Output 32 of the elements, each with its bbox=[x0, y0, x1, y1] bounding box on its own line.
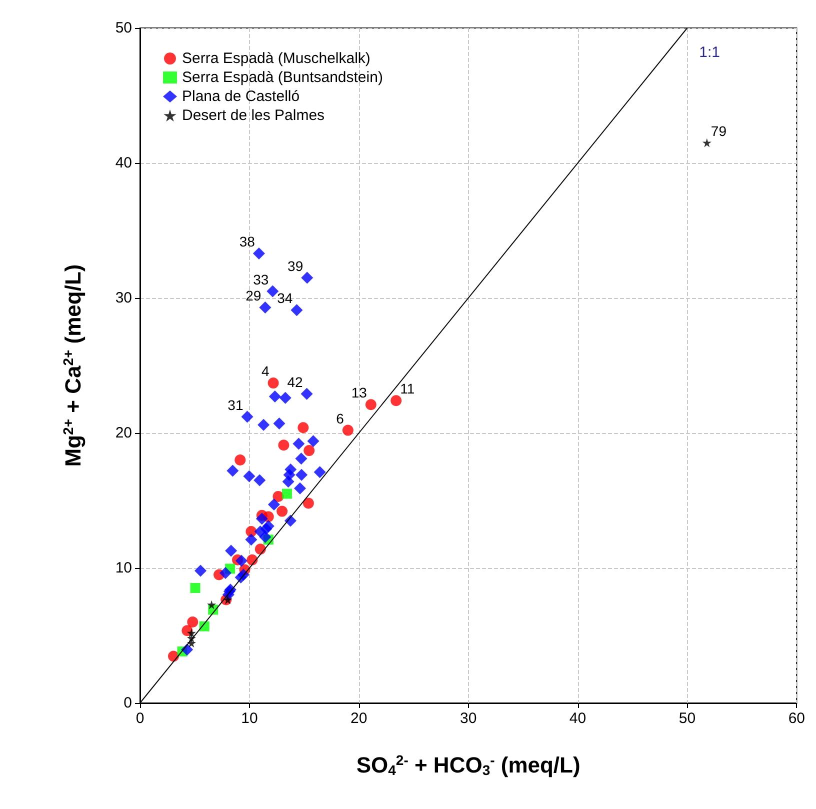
annotation: 31 bbox=[228, 396, 244, 413]
y-axis-title: Mg2+ + Ca2+ (meq/L) bbox=[60, 264, 86, 467]
y-tick-label: 30 bbox=[115, 290, 132, 306]
annotation: 39 bbox=[288, 258, 304, 274]
x-tick-label: 30 bbox=[460, 710, 477, 727]
x-tick-label: 10 bbox=[241, 710, 258, 727]
y-tick-label: 0 bbox=[124, 694, 132, 712]
annotation: 79 bbox=[710, 122, 727, 139]
annotation: 29 bbox=[246, 287, 262, 304]
x-tick-label: 40 bbox=[569, 710, 586, 727]
y-tick-label: 10 bbox=[115, 560, 132, 576]
x-tick-label: 20 bbox=[350, 710, 368, 727]
annotation: 13 bbox=[351, 384, 368, 401]
legend-label: Serra Espadà (Buntsandstein) bbox=[182, 69, 383, 86]
annotation: 42 bbox=[287, 374, 303, 390]
annotation: 38 bbox=[239, 233, 256, 250]
y-tick-label: 20 bbox=[115, 424, 132, 442]
annotation: 33 bbox=[253, 271, 269, 288]
x-tick-label: 50 bbox=[678, 710, 696, 727]
annotation: 4 bbox=[262, 363, 270, 380]
annotation: 6 bbox=[336, 410, 344, 426]
annotation: 34 bbox=[277, 290, 293, 306]
y-tick-label: 40 bbox=[115, 154, 132, 172]
legend-label: Desert de les Palmes bbox=[182, 107, 325, 124]
annotation: 1:1 bbox=[699, 44, 720, 61]
x-axis-title: SO42- + HCO3- (meq/L) bbox=[356, 752, 580, 778]
x-tick-label: 0 bbox=[136, 710, 144, 727]
annotation: 11 bbox=[400, 380, 415, 397]
legend-label: Plana de Castelló bbox=[182, 88, 300, 105]
x-tick-label: 60 bbox=[788, 710, 805, 727]
y-tick-label: 50 bbox=[115, 20, 132, 36]
legend-label: Serra Espadà (Muschelkalk) bbox=[182, 50, 370, 67]
